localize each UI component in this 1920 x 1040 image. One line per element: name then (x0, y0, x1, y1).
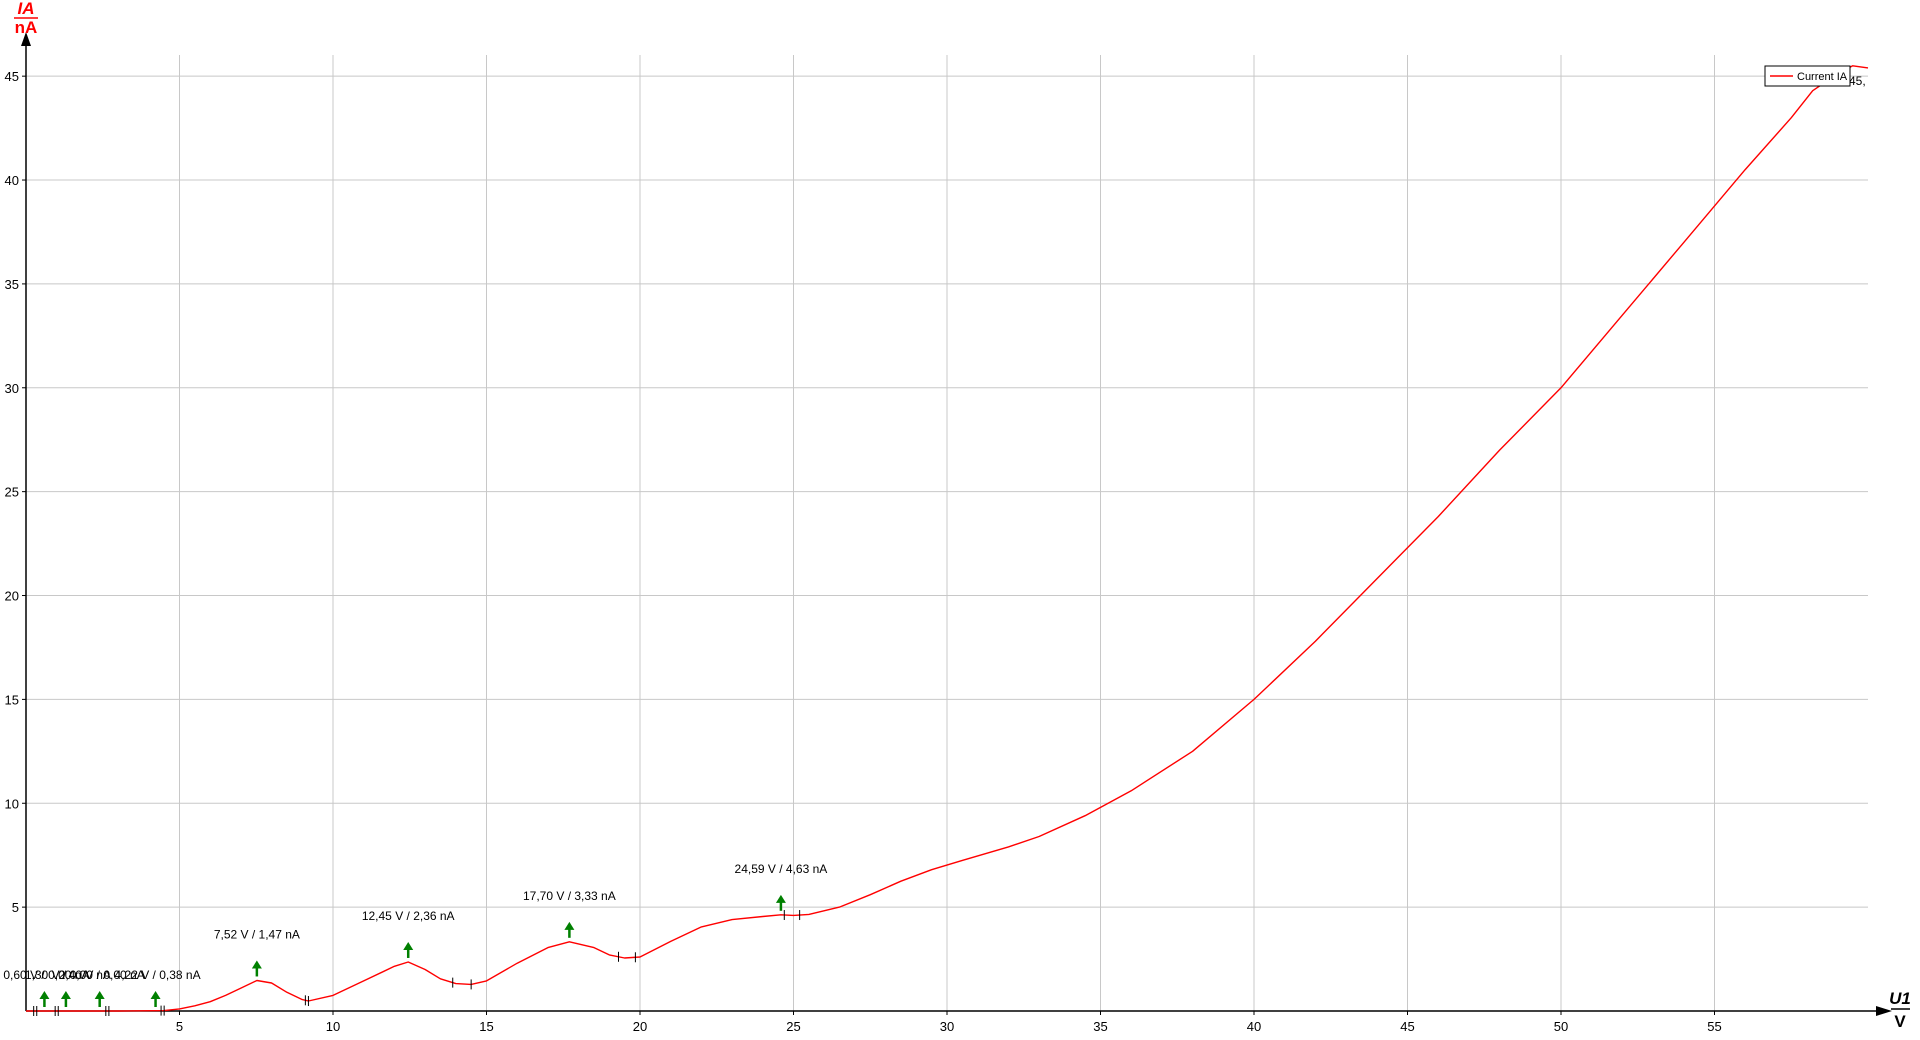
annotation-label: 4,22 V / 0,38 nA (115, 968, 201, 982)
x-tick-label: 30 (940, 1019, 954, 1034)
annotation-marker: 0,60 V / 0,00 nA (3, 968, 89, 1007)
series-line-current-ia (26, 65, 1869, 1012)
x-tick-label: 5 (176, 1019, 183, 1034)
x-axis-arrow-icon (1876, 1006, 1892, 1016)
y-tick-label: 15 (5, 692, 19, 707)
annotation-label: 1,30 V / 0,00 nA (25, 968, 111, 982)
y-tick-label: 5 (12, 900, 19, 915)
x-tick-label: 55 (1707, 1019, 1721, 1034)
y-tick-label: 20 (5, 589, 19, 604)
y-tick-label: 30 (5, 381, 19, 396)
up-arrow-icon (60, 991, 71, 999)
annotation-label: 2,40 V / 0,00 nA (59, 968, 145, 982)
annotation-marker: 12,45 V / 2,36 nA (362, 909, 455, 958)
y-tick-label: 45 (5, 69, 19, 84)
up-arrow-icon (150, 991, 161, 999)
legend-label: Current IA (1797, 71, 1848, 83)
x-tick-label: 10 (326, 1019, 340, 1034)
annotation-marker: 4,22 V / 0,38 nA (115, 968, 201, 1007)
x-tick-label: 50 (1554, 1019, 1568, 1034)
x-tick-label: 45 (1400, 1019, 1414, 1034)
x-tick-label: 20 (633, 1019, 647, 1034)
marker-layer (33, 909, 801, 1016)
x-tick-label: 35 (1093, 1019, 1107, 1034)
x-tick-label: 15 (479, 1019, 493, 1034)
annotation-marker: 7,52 V / 1,47 nA (214, 927, 300, 977)
y-tick-label: 40 (5, 173, 19, 188)
annotation-marker: 24,59 V / 4,63 nA (735, 862, 828, 911)
annotation-label: 17,70 V / 3,33 nA (523, 889, 616, 903)
up-arrow-icon (251, 960, 262, 969)
y-tick-label: 10 (5, 796, 19, 811)
up-arrow-icon (94, 991, 105, 999)
annotation-marker: 1,30 V / 0,00 nA (25, 968, 111, 1007)
y-tick-label: 35 (5, 277, 19, 292)
annotation-marker: 17,70 V / 3,33 nA (523, 889, 616, 938)
annotation-label: 24,59 V / 4,63 nA (735, 862, 828, 876)
up-arrow-icon (564, 921, 575, 930)
y-axis-unit: nA (15, 18, 38, 37)
x-tick-label: 40 (1247, 1019, 1261, 1034)
legend[interactable]: Current IA (1764, 65, 1851, 87)
up-arrow-icon (775, 894, 786, 903)
x-axis-title: U1 (1889, 989, 1911, 1008)
endpoint-value-label: 45, (1849, 74, 1866, 88)
grid-lines (26, 55, 1868, 1011)
axes (21, 32, 1892, 1016)
x-tick-label: 25 (786, 1019, 800, 1034)
annotation-label: 7,52 V / 1,47 nA (214, 927, 300, 941)
y-tick-label: 25 (5, 485, 19, 500)
y-axis-arrow-icon (21, 32, 31, 46)
legend-box (1764, 65, 1851, 87)
annotation-label: 12,45 V / 2,36 nA (362, 909, 455, 923)
series-layer (26, 65, 1869, 1012)
annotation-marker: 2,40 V / 0,00 nA (59, 968, 145, 1007)
x-axis-unit: V (1894, 1012, 1906, 1031)
up-arrow-icon (403, 941, 414, 950)
annotations: 0,60 V / 0,00 nA1,30 V / 0,00 nA2,40 V /… (3, 74, 1866, 1007)
y-axis-title: IA (18, 0, 35, 18)
up-arrow-icon (39, 991, 50, 999)
annotation-label: 0,60 V / 0,00 nA (3, 968, 89, 982)
